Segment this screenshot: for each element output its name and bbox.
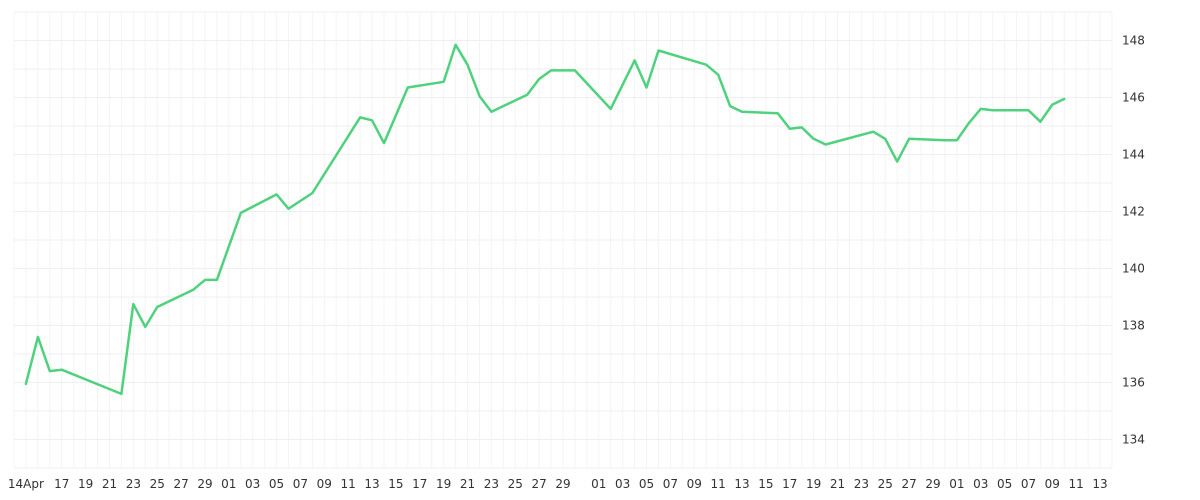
x-tick-label: 27 — [901, 477, 916, 491]
x-tick-label: 27 — [173, 477, 188, 491]
x-tick-label: 29 — [555, 477, 570, 491]
x-tick-label: 01 — [949, 477, 964, 491]
y-tick-label: 148 — [1122, 34, 1145, 48]
x-tick-label: 21 — [460, 477, 475, 491]
y-tick-label: 140 — [1122, 262, 1145, 276]
x-tick-label: 11 — [711, 477, 726, 491]
x-tick-label: 07 — [1021, 477, 1036, 491]
x-tick-label: 09 — [317, 477, 332, 491]
x-tick-label: 13 — [364, 477, 379, 491]
x-tick-label: 17 — [54, 477, 69, 491]
x-tick-label: 21 — [102, 477, 117, 491]
x-tick-label: 25 — [878, 477, 893, 491]
x-tick-label: 29 — [197, 477, 212, 491]
x-tick-label: 13 — [1092, 477, 1107, 491]
y-tick-label: 136 — [1122, 376, 1145, 390]
x-tick-label: 25 — [150, 477, 165, 491]
y-tick-label: 134 — [1122, 433, 1145, 447]
x-tick-label: 07 — [293, 477, 308, 491]
x-tick-label: 25 — [508, 477, 523, 491]
x-tick-label: 29 — [925, 477, 940, 491]
major-grid — [14, 11, 1112, 469]
x-tick-label: 15 — [758, 477, 773, 491]
x-tick-label: 03 — [615, 477, 630, 491]
x-tick-label: 27 — [531, 477, 546, 491]
x-tick-label: 21 — [830, 477, 845, 491]
x-tick-label: 23 — [484, 477, 499, 491]
x-tick-label: 05 — [639, 477, 654, 491]
y-tick-label: 142 — [1122, 205, 1145, 219]
x-tick-label: 19 — [806, 477, 821, 491]
x-tick-label: 19 — [436, 477, 451, 491]
x-tick-label: 09 — [1045, 477, 1060, 491]
x-tick-label: 03 — [973, 477, 988, 491]
x-axis: 14Apr 17 19 21 23 25 27 29 01 03 05 07 09 11 13 15 17 19 2… — [8, 477, 1108, 491]
x-tick-label: 17 — [412, 477, 427, 491]
x-tick-label: 09 — [687, 477, 702, 491]
x-tick-label: 14Apr — [8, 477, 44, 491]
x-tick-label: 05 — [269, 477, 284, 491]
y-tick-label: 138 — [1122, 319, 1145, 333]
x-tick-label: 11 — [1069, 477, 1084, 491]
x-tick-label: 13 — [734, 477, 749, 491]
y-tick-label: 144 — [1122, 148, 1145, 162]
x-tick-label: 19 — [78, 477, 93, 491]
y-tick-label: 146 — [1122, 91, 1145, 105]
y-axis: 134 136 138 140 142 144 146 148 — [1122, 34, 1145, 447]
x-tick-label: 17 — [782, 477, 797, 491]
x-tick-label: 23 — [126, 477, 141, 491]
x-tick-label: 03 — [245, 477, 260, 491]
price-series-line — [24, 43, 1066, 396]
x-tick-label: 15 — [388, 477, 403, 491]
x-tick-label: 11 — [341, 477, 356, 491]
x-tick-label: 01 — [591, 477, 606, 491]
x-tick-label: 07 — [663, 477, 678, 491]
series-layer — [24, 43, 1066, 396]
x-tick-label: 23 — [854, 477, 869, 491]
x-tick-label: 05 — [997, 477, 1012, 491]
x-tick-label: 01 — [221, 477, 236, 491]
